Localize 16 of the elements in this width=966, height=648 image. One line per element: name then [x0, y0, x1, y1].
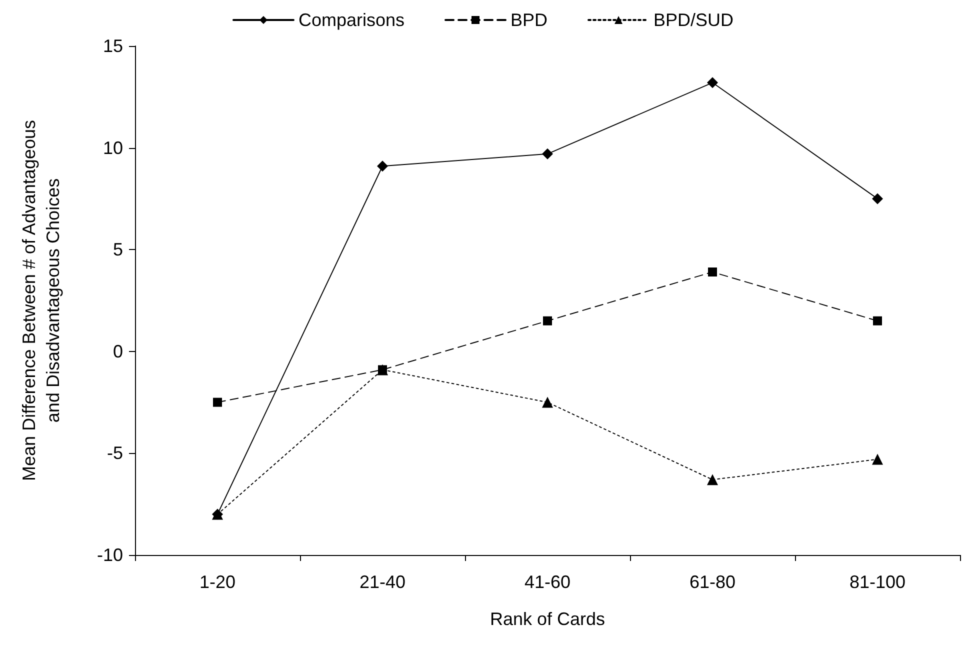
y-tick-label: 15 [102, 36, 123, 56]
y-tick-label: 10 [102, 138, 123, 158]
y-tick-label: -10 [96, 545, 123, 565]
legend-label: BPD [510, 10, 548, 30]
y-tick-label: 5 [112, 240, 123, 260]
x-axis-title: Rank of Cards [490, 609, 606, 629]
y-axis-title: Mean Difference Between # of Advantageous and Disadvantageous Choices [19, 120, 63, 481]
x-tick-label: 21-40 [359, 572, 406, 592]
y-tick-label: -5 [106, 443, 123, 464]
x-tick-label: 1-20 [199, 572, 236, 592]
x-tick-label: 61-80 [689, 572, 736, 592]
y-tick-label: 0 [112, 341, 123, 362]
legend-label: Comparisons [298, 10, 405, 30]
x-tick-label: 81-100 [849, 572, 906, 592]
x-tick-label: 41-60 [524, 572, 571, 592]
legend-label: BPD/SUD [654, 10, 734, 30]
